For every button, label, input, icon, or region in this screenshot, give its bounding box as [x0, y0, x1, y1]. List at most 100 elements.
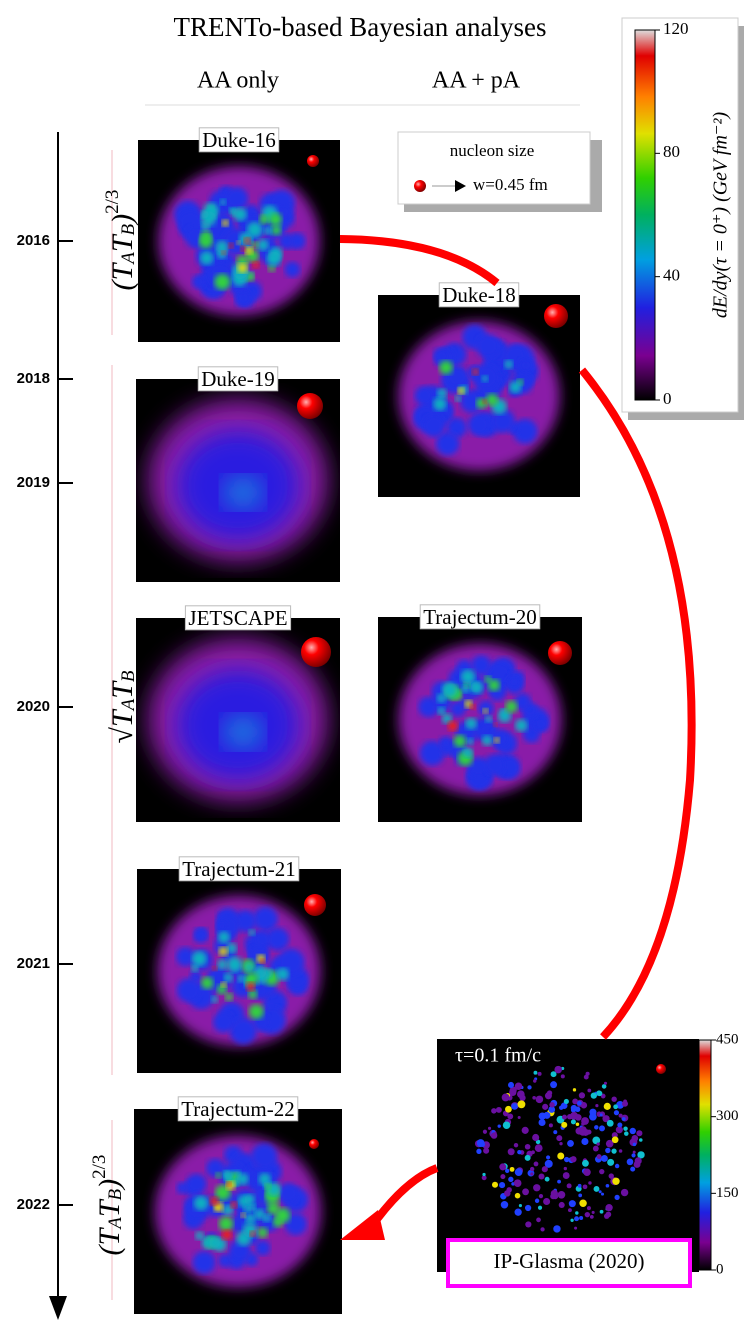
scaling-part: (T	[106, 261, 139, 290]
hotspot	[490, 1132, 498, 1139]
blob	[236, 240, 241, 245]
blob	[212, 966, 218, 972]
blob	[226, 956, 243, 973]
blob	[222, 715, 264, 749]
blob	[482, 708, 489, 714]
hotspot	[509, 1166, 515, 1172]
hotspot	[629, 1127, 636, 1135]
hotspot	[611, 1136, 619, 1144]
hotspot	[509, 1086, 517, 1094]
blob	[215, 920, 228, 933]
hotspot	[584, 1211, 591, 1218]
scaling-part: 2/3	[102, 190, 123, 214]
hotspot	[624, 1131, 629, 1136]
hotspot	[621, 1117, 626, 1121]
year-label: 2020	[17, 698, 50, 715]
blob	[450, 701, 466, 717]
scaling-part: T	[106, 680, 139, 699]
hotspot	[636, 1130, 643, 1137]
blob	[253, 906, 278, 932]
hotspot	[607, 1158, 615, 1166]
hotspot	[589, 1112, 597, 1121]
year-label: 2019	[17, 474, 50, 491]
blob	[439, 360, 453, 375]
panel-label: Duke-18	[442, 283, 515, 307]
blob	[244, 962, 254, 972]
panel-label-bg	[184, 605, 292, 631]
hotspot	[508, 1176, 514, 1183]
blob	[200, 230, 212, 243]
scaling-part: 2/3	[89, 1155, 110, 1179]
blob	[215, 1172, 222, 1179]
panel-label-bg	[198, 127, 280, 153]
blob	[475, 334, 500, 358]
hotspot	[570, 1218, 574, 1222]
hotspot	[582, 1159, 589, 1167]
hotspot	[491, 1108, 497, 1114]
blob	[218, 931, 230, 944]
hotspot	[522, 1188, 529, 1196]
hotspot	[534, 1144, 543, 1153]
hotspot	[585, 1071, 590, 1076]
hotspot	[592, 1145, 599, 1152]
hotspot	[560, 1074, 565, 1079]
hotspot	[514, 1082, 523, 1091]
scaling-part: B	[118, 223, 139, 235]
hotspot	[581, 1117, 589, 1125]
blob	[245, 246, 253, 255]
blob	[253, 930, 272, 949]
blob	[446, 366, 468, 388]
year-label: 2018	[17, 370, 50, 387]
hotspot	[630, 1166, 636, 1172]
blob	[491, 409, 515, 433]
hotspot	[533, 1070, 538, 1075]
blob	[191, 274, 206, 289]
scaling-part: T	[93, 1198, 126, 1217]
blob	[221, 250, 226, 255]
year-label: 2016	[17, 232, 50, 249]
blob	[240, 245, 246, 252]
hotspot	[613, 1104, 619, 1110]
hotspot	[532, 1133, 540, 1141]
blob	[470, 681, 483, 694]
hotspot	[538, 1173, 545, 1180]
blob	[248, 989, 258, 1000]
hotspot	[603, 1081, 608, 1085]
hotspot	[601, 1084, 607, 1089]
hotspot	[533, 1079, 537, 1083]
hotspot	[590, 1092, 597, 1099]
hotspot	[632, 1142, 637, 1147]
hotspot	[605, 1147, 611, 1154]
hotspot	[505, 1105, 512, 1113]
blob	[269, 213, 282, 226]
hotspot	[623, 1126, 628, 1131]
hotspot	[537, 1071, 542, 1076]
legend-arrowhead	[455, 180, 466, 192]
blob	[215, 1205, 220, 1211]
blob	[236, 1173, 249, 1186]
hotspot	[543, 1197, 551, 1206]
blob	[472, 368, 479, 376]
colorbar-tick-label: 80	[663, 142, 680, 161]
hotspot	[548, 1123, 553, 1128]
blob	[240, 1212, 246, 1218]
hotspot	[564, 1156, 570, 1163]
hotspot	[544, 1176, 550, 1182]
blob	[266, 927, 290, 951]
blob	[249, 1231, 256, 1237]
hotspot	[572, 1088, 577, 1092]
hotspot	[554, 1065, 563, 1074]
blob	[433, 397, 447, 411]
hotspot	[605, 1211, 612, 1218]
hotspot	[611, 1096, 617, 1102]
hotspot	[620, 1188, 629, 1197]
hotspot	[599, 1209, 604, 1214]
blob	[215, 240, 229, 254]
blob	[176, 1181, 189, 1195]
blob	[262, 1213, 271, 1223]
blob	[264, 226, 273, 235]
blob	[245, 1213, 256, 1224]
hotspot	[518, 1204, 522, 1208]
blob	[228, 243, 234, 249]
hotspot	[599, 1168, 605, 1175]
